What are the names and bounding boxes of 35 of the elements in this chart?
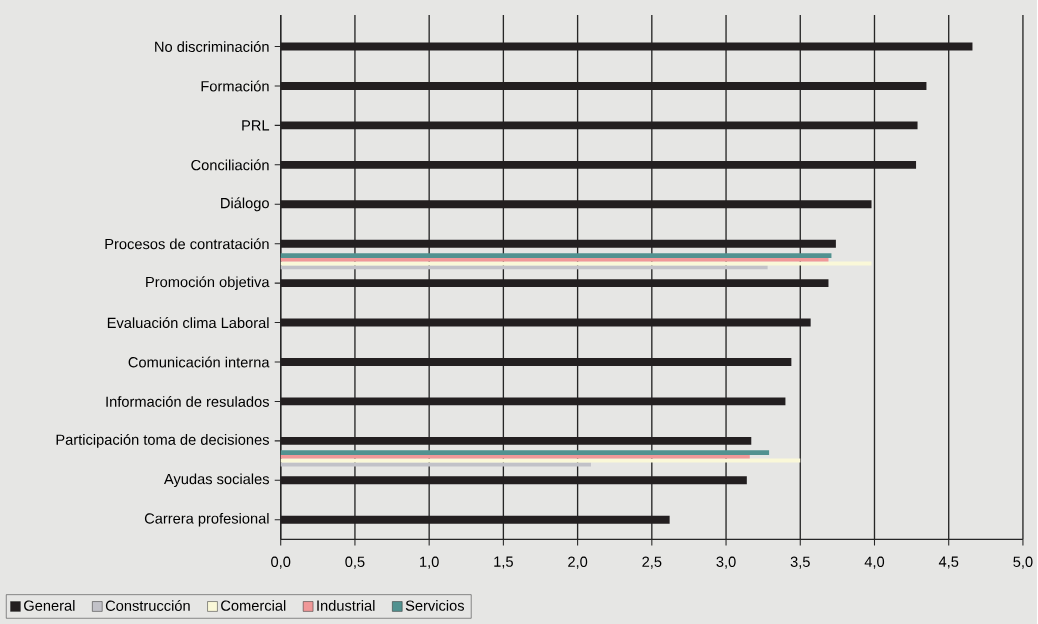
bar (280, 454, 750, 459)
x-tick-label: 4,0 (864, 556, 885, 569)
y-tick-label: Evaluación clima Laboral (107, 316, 269, 328)
bar (280, 265, 768, 270)
y-tick-label: Diálogo (221, 197, 269, 211)
bar (280, 252, 832, 258)
legend-label: Servicios (405, 599, 465, 611)
bar (280, 450, 770, 455)
x-tick-label: 0,0 (271, 556, 291, 569)
x-tick-label: 5,0 (1013, 556, 1033, 569)
legend-label: Comercial (221, 599, 286, 611)
bar (280, 261, 872, 266)
y-tick-label: Conciliación (191, 159, 269, 171)
y-tick-label: Información de resulados (106, 395, 269, 407)
x-tick-label: 2,5 (642, 556, 662, 569)
y-tick-label: Comunicación interna (128, 356, 270, 368)
x-tick-label: 4,5 (938, 556, 959, 569)
legend-label: General (24, 599, 75, 611)
legend-label: Construcción (105, 599, 190, 611)
x-tick-label: 3,0 (716, 556, 736, 569)
y-tick-label: Promoción objetiva (146, 276, 270, 290)
y-tick-label: Carrera profesional (144, 512, 269, 527)
y-tick-label: PRL (242, 120, 270, 131)
x-tick-label: 2,0 (568, 556, 588, 569)
y-tick-label: Ayudas sociales (163, 473, 269, 487)
bar (280, 458, 801, 463)
legend-label: Industrial (317, 599, 375, 611)
x-tick-label: 0,5 (345, 556, 365, 569)
y-tick-label: Formación (201, 80, 269, 92)
x-tick-label: 3,5 (790, 556, 810, 569)
x-tick-label: 1,5 (494, 556, 513, 569)
x-tick-label: 1,0 (420, 556, 439, 569)
y-tick-label: No discriminación (155, 40, 269, 52)
y-tick-label: Procesos de contratación (105, 238, 269, 249)
y-tick-label: Participación toma de decisiones (56, 433, 269, 448)
